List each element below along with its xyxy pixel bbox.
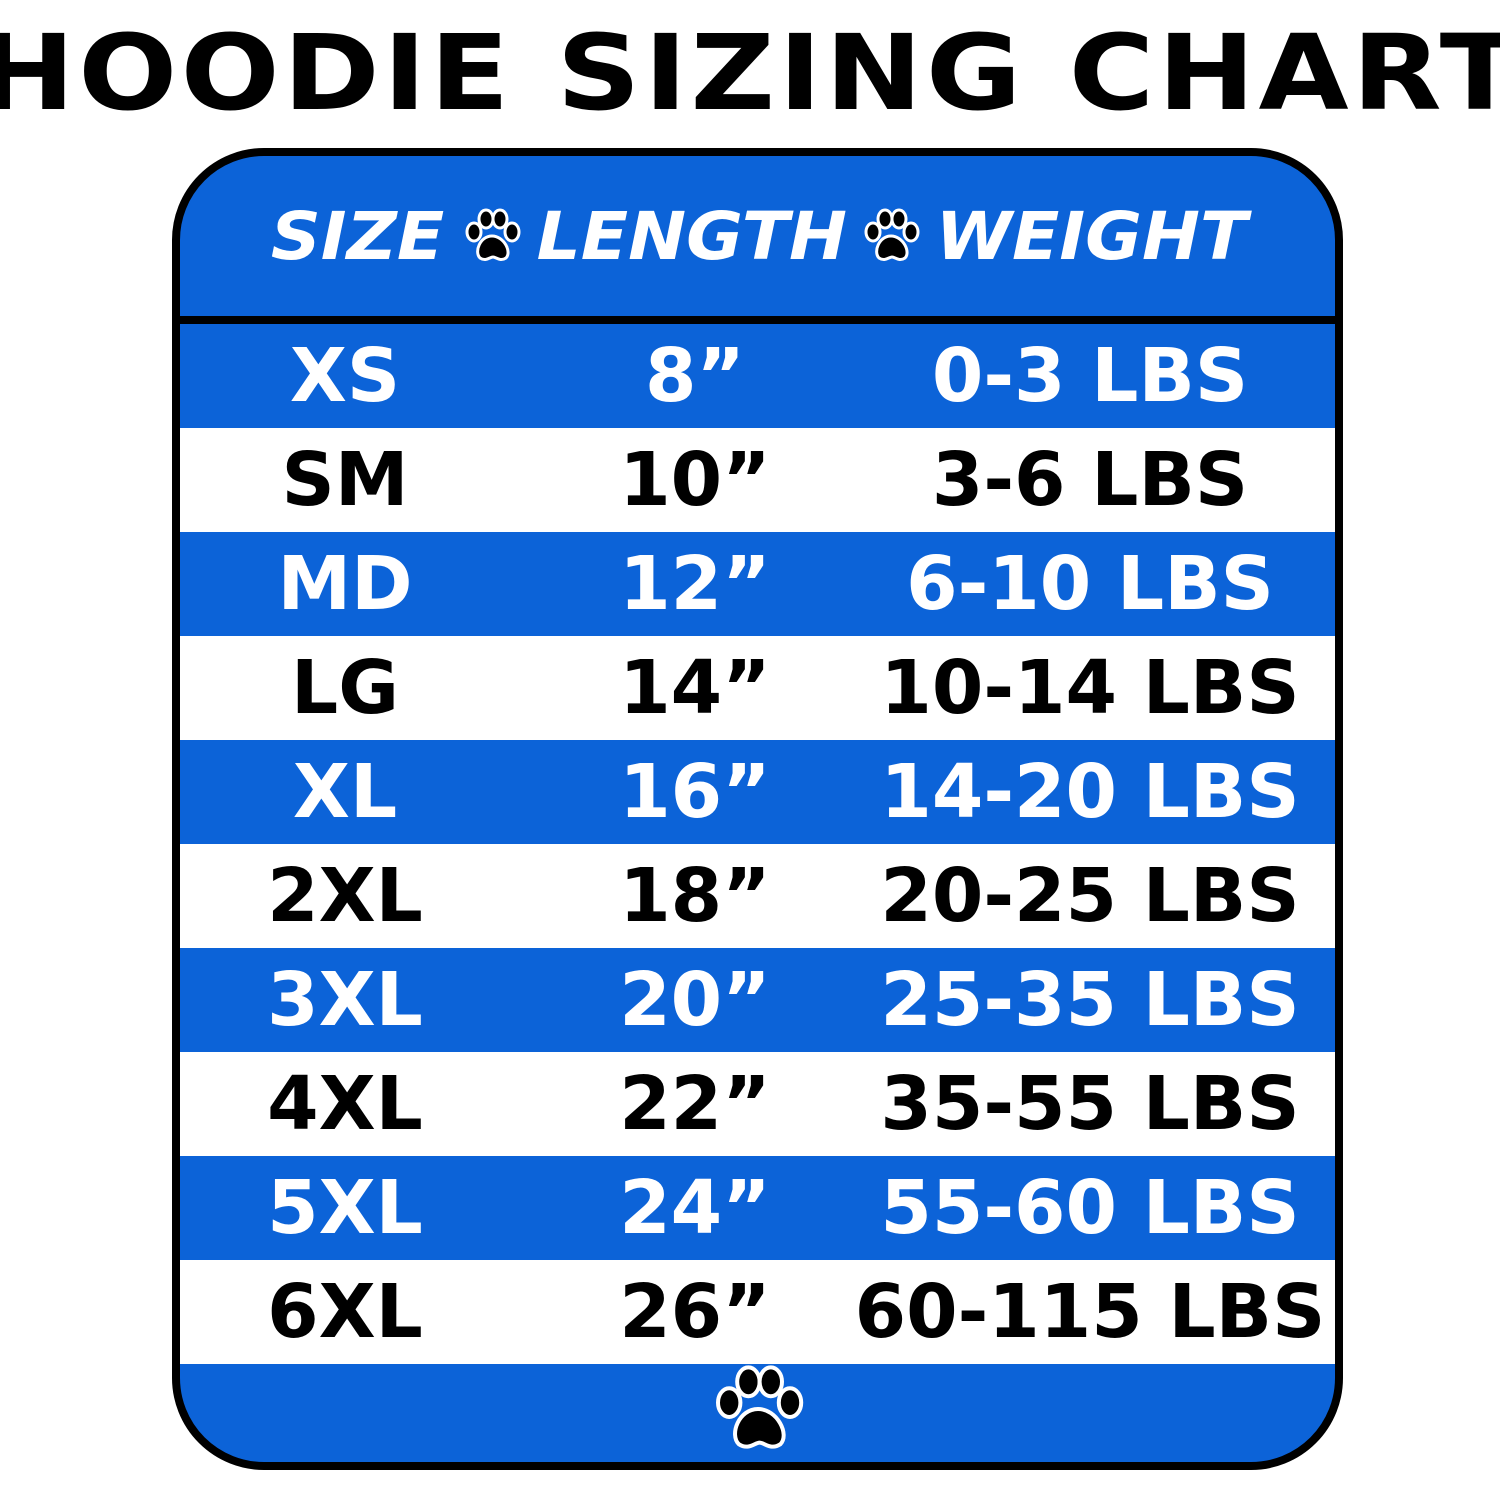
size-cell: 6XL bbox=[267, 1269, 423, 1355]
weight-cell: 35-55 LBS bbox=[880, 1061, 1300, 1147]
weight-cell: 60-115 LBS bbox=[854, 1269, 1326, 1355]
length-cell: 16” bbox=[619, 749, 771, 835]
size-cell: 2XL bbox=[267, 853, 423, 939]
length-cell: 14” bbox=[619, 645, 771, 731]
header-size: SIZE bbox=[270, 197, 444, 275]
weight-cell: 6-10 LBS bbox=[906, 541, 1274, 627]
size-cell: LG bbox=[291, 645, 399, 731]
table-row: 6XL 26” 60-115 LBS bbox=[180, 1260, 1335, 1364]
length-cell: 10” bbox=[619, 437, 771, 523]
sizing-table: SIZE LENGTH WEIGHT XS 8” 0-3 LBS SM 10” 3-6 L… bbox=[172, 148, 1343, 1470]
weight-cell: 20-25 LBS bbox=[880, 853, 1300, 939]
length-cell: 12” bbox=[619, 541, 771, 627]
size-cell: SM bbox=[281, 437, 409, 523]
size-cell: 3XL bbox=[267, 957, 423, 1043]
size-cell: XL bbox=[292, 749, 398, 835]
table-row: 2XL 18” 20-25 LBS bbox=[180, 844, 1335, 948]
paw-icon bbox=[716, 1365, 804, 1449]
table-row: LG 14” 10-14 LBS bbox=[180, 636, 1335, 740]
size-cell: 5XL bbox=[267, 1165, 423, 1251]
paw-icon bbox=[465, 208, 521, 262]
weight-cell: 14-20 LBS bbox=[880, 749, 1300, 835]
table-row: 3XL 20” 25-35 LBS bbox=[180, 948, 1335, 1052]
table-row: XS 8” 0-3 LBS bbox=[180, 324, 1335, 428]
table-row: 4XL 22” 35-55 LBS bbox=[180, 1052, 1335, 1156]
length-cell: 8” bbox=[644, 333, 746, 419]
length-cell: 18” bbox=[619, 853, 771, 939]
size-cell: MD bbox=[277, 541, 413, 627]
weight-cell: 10-14 LBS bbox=[880, 645, 1300, 731]
paw-icon bbox=[864, 208, 920, 262]
size-cell: 4XL bbox=[267, 1061, 423, 1147]
table-header: SIZE LENGTH WEIGHT bbox=[180, 156, 1335, 316]
table-row: MD 12” 6-10 LBS bbox=[180, 532, 1335, 636]
table-row: SM 10” 3-6 LBS bbox=[180, 428, 1335, 532]
header-divider bbox=[180, 316, 1335, 324]
length-cell: 26” bbox=[619, 1269, 771, 1355]
page-title: HOODIE SIZING CHART bbox=[0, 12, 1500, 134]
weight-cell: 55-60 LBS bbox=[880, 1165, 1300, 1251]
header-weight: WEIGHT bbox=[935, 197, 1248, 275]
weight-cell: 25-35 LBS bbox=[880, 957, 1300, 1043]
size-cell: XS bbox=[289, 333, 401, 419]
table-body: XS 8” 0-3 LBS SM 10” 3-6 LBS MD 12” 6-10 LBS LG 14… bbox=[180, 324, 1335, 1364]
length-cell: 20” bbox=[619, 957, 771, 1043]
length-cell: 22” bbox=[619, 1061, 771, 1147]
length-cell: 24” bbox=[619, 1165, 771, 1251]
weight-cell: 3-6 LBS bbox=[931, 437, 1249, 523]
table-row: XL 16” 14-20 LBS bbox=[180, 740, 1335, 844]
header-length: LENGTH bbox=[536, 197, 847, 275]
table-row: 5XL 24” 55-60 LBS bbox=[180, 1156, 1335, 1260]
weight-cell: 0-3 LBS bbox=[931, 333, 1249, 419]
